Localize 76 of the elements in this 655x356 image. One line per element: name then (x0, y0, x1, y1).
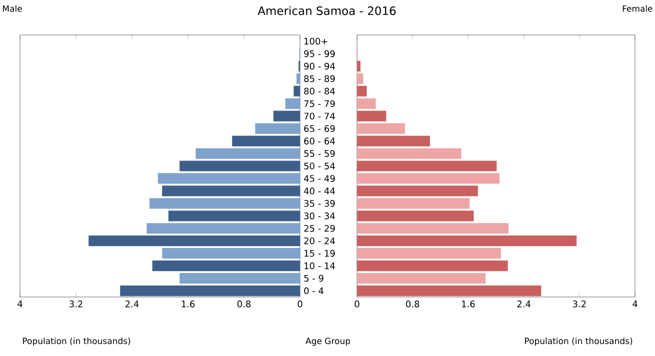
bar (357, 260, 508, 272)
x-tick-label: 4 (632, 300, 638, 308)
y-tick-label: 20 - 24 (304, 237, 335, 244)
bar (357, 73, 364, 84)
text: Female (622, 5, 652, 12)
bar (273, 110, 300, 122)
x-tick-label: 1.6 (462, 300, 475, 308)
bar (150, 198, 300, 209)
x-tick-label: 2.4 (517, 300, 530, 308)
y-tick-label: 40 - 44 (304, 188, 335, 194)
x-tick-label: 2.4 (126, 300, 139, 308)
y-tick-label: 75 - 79 (304, 100, 335, 108)
bar (357, 123, 405, 134)
bar (232, 136, 300, 146)
y-tick-label: 50 - 54 (304, 162, 335, 170)
text: American Samoa - 2016 (258, 6, 396, 16)
x-axis-title: Population (in thousands) (525, 338, 632, 346)
y-tick-label: 70 - 74 (304, 112, 335, 120)
bar (146, 223, 300, 234)
y-tick-label: 15 - 19 (304, 250, 335, 257)
bar (357, 148, 462, 159)
y-tick-label: 85 - 89 (304, 75, 335, 82)
y-tick-label: 55 - 59 (304, 150, 335, 157)
bar (180, 272, 300, 284)
bar (296, 73, 300, 84)
bar (120, 285, 300, 296)
x-tick-label: 3.2 (572, 300, 586, 308)
bar (357, 248, 501, 259)
bar (255, 123, 300, 134)
bar (357, 86, 367, 96)
bar (357, 98, 376, 109)
y-tick-label: 100+ (304, 38, 328, 45)
bar (357, 110, 386, 122)
bar (294, 86, 300, 96)
bar (162, 186, 300, 196)
x-tick-label: 0 (354, 300, 360, 308)
y-tick-label: 60 - 64 (304, 138, 335, 144)
y-tick-label: 95 - 99 (304, 50, 335, 58)
y-tick-label: 30 - 34 (304, 212, 335, 220)
y-tick-label: 5 - 9 (304, 274, 324, 282)
y-tick-label: 65 - 69 (304, 125, 335, 132)
bar (357, 272, 486, 284)
x-tick-label: 0.8 (406, 300, 420, 308)
bar (88, 236, 300, 246)
bar (357, 136, 430, 146)
y-tick-label: 80 - 84 (304, 88, 335, 95)
y-tick-label: 0 - 4 (304, 287, 324, 294)
x-tick-label: 0 (298, 300, 302, 308)
y-tick-label: 25 - 29 (304, 224, 335, 232)
text: Male (3, 5, 22, 12)
x-tick-label: 4 (18, 300, 22, 308)
bar (357, 160, 497, 172)
bar (180, 160, 300, 172)
bar (357, 186, 478, 196)
bar (357, 173, 500, 184)
y-axis-title: Age Group (306, 338, 350, 346)
bar (357, 236, 577, 246)
bar (357, 198, 470, 209)
bar (196, 148, 300, 159)
y-tick-label: 35 - 39 (304, 200, 335, 207)
bar (357, 223, 509, 234)
bar (162, 248, 300, 259)
bar (152, 260, 300, 272)
bar (357, 210, 474, 222)
x-tick-label: 0.8 (237, 300, 251, 308)
y-tick-label: 45 - 49 (304, 175, 335, 182)
y-tick-label: 90 - 94 (304, 62, 335, 70)
bar (357, 60, 360, 72)
bar (168, 210, 300, 222)
x-tick-label: 3.2 (70, 300, 82, 308)
bar (357, 285, 542, 296)
x-axis-title: Population (in thousands) (23, 338, 130, 346)
bar (285, 98, 300, 109)
y-tick-label: 10 - 14 (304, 262, 335, 270)
x-tick-label: 1.6 (182, 300, 195, 308)
bar (158, 173, 300, 184)
